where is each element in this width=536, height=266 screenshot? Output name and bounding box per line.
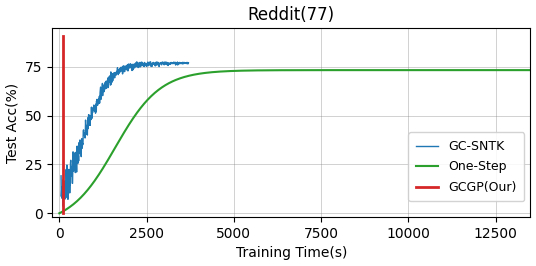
GC-SNTK [127,62,133,65]
One-Step [85,188,92,191]
One-Step [356,69,363,72]
Y-axis label: Test Acc(%): Test Acc(%) [5,82,19,163]
One-Step [342,69,348,72]
One-Step [527,69,534,72]
Line: GC-SNTK: GC-SNTK [61,62,189,206]
One-Step [413,69,420,72]
One-Step [56,212,63,215]
GC-SNTK [134,64,140,68]
GC-SNTK [163,60,169,64]
Title: Reddit(77): Reddit(77) [248,6,335,24]
Legend: GC-SNTK, One-Step, GCGP(Our): GC-SNTK, One-Step, GCGP(Our) [408,132,524,201]
One-Step [330,69,336,72]
GC-SNTK [118,69,125,73]
X-axis label: Training Time(s): Training Time(s) [236,246,347,260]
Line: One-Step: One-Step [59,70,531,213]
GC-SNTK [58,174,64,177]
One-Step [462,69,468,72]
GC-SNTK [59,205,66,208]
GC-SNTK [183,61,189,65]
GC-SNTK [120,72,126,76]
GC-SNTK [133,60,140,64]
GC-SNTK [185,61,192,64]
